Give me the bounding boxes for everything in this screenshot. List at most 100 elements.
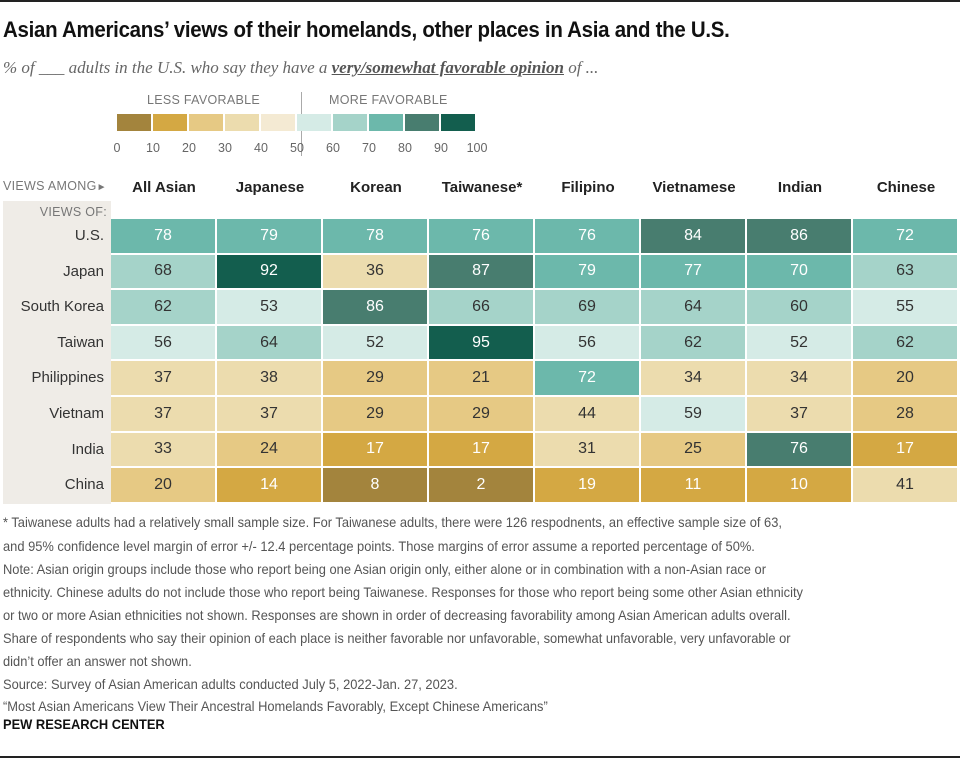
row-label: China	[64, 476, 104, 494]
row-label-panel	[3, 201, 111, 504]
heatmap-cell: 28	[853, 397, 959, 433]
heatmap-cell: 92	[217, 254, 323, 291]
legend-swatch	[297, 114, 331, 131]
footnote-line: Share of respondents who say their opini…	[3, 630, 791, 646]
heatmap-cell: 76	[429, 219, 535, 255]
footnote-line: ethnicity. Chinese adults do not include…	[3, 584, 803, 600]
footnote-line: * Taiwanese adults had a relatively smal…	[3, 514, 782, 530]
legend-tick-label: 90	[434, 141, 448, 155]
views-among-text: VIEWS AMONG	[3, 179, 97, 193]
heatmap-cell: 29	[323, 361, 429, 397]
footnote-line: Note: Asian origin groups include those …	[3, 561, 767, 577]
legend-swatch	[333, 114, 367, 131]
heatmap-cell: 59	[641, 397, 747, 433]
footnote-line: and 95% confidence level margin of error…	[3, 538, 755, 554]
column-header: Filipino	[561, 179, 615, 196]
row-label: Philippines	[31, 369, 104, 387]
bottom-rule	[0, 756, 960, 758]
legend-tick-label: 20	[182, 141, 196, 155]
legend-more-label: MORE FAVORABLE	[329, 93, 448, 107]
legend-tick-label: 10	[146, 141, 160, 155]
views-of-label: VIEWS OF:	[39, 205, 107, 219]
legend-swatch	[261, 114, 295, 131]
footnote-line: or two or more Asian ethnicities not sho…	[3, 607, 791, 623]
row-label: India	[71, 440, 104, 458]
legend-swatch	[225, 114, 259, 131]
heatmap-cell: 17	[429, 432, 535, 469]
chart-subtitle: % of ___ adults in the U.S. who say they…	[3, 58, 598, 78]
heatmap-cell: 95	[429, 325, 535, 362]
arrow-right-icon: ►	[96, 182, 107, 193]
heatmap-cell: 62	[853, 325, 959, 362]
legend-tick-label: 60	[326, 141, 340, 155]
heatmap-cell: 77	[641, 254, 747, 291]
footnote-line: Source: Survey of Asian American adults …	[3, 676, 458, 692]
heatmap-cell: 10	[747, 468, 853, 504]
heatmap-cell: 24	[217, 432, 323, 469]
heatmap-cell: 79	[217, 219, 323, 255]
heatmap-cell: 37	[111, 397, 217, 433]
heatmap-cell: 63	[853, 254, 959, 291]
heatmap-cell: 20	[111, 468, 217, 504]
heatmap-cell: 34	[747, 361, 853, 397]
subtitle-emphasis: very/somewhat favorable opinion	[331, 58, 564, 77]
legend-swatch	[117, 114, 151, 131]
heatmap-cell: 66	[429, 290, 535, 326]
column-header: Taiwanese*	[441, 179, 523, 196]
heatmap-cell: 37	[747, 397, 853, 433]
heatmap-cell: 17	[853, 432, 959, 469]
legend-tick-label: 0	[113, 141, 121, 155]
heatmap-cell: 70	[747, 254, 853, 291]
heatmap-cell: 72	[853, 219, 959, 255]
heatmap-cell: 79	[535, 254, 641, 291]
legend-swatch	[369, 114, 403, 131]
heatmap-cell: 37	[111, 361, 217, 397]
heatmap-cell: 84	[641, 219, 747, 255]
heatmap-cell: 31	[535, 432, 641, 469]
top-rule	[0, 0, 960, 2]
heatmap-cell: 14	[217, 468, 323, 504]
legend-tick-label: 80	[398, 141, 412, 155]
heatmap-cell: 8	[323, 468, 429, 504]
heatmap-cell: 68	[111, 254, 217, 291]
heatmap-cell: 72	[535, 361, 641, 397]
row-label: Vietnam	[49, 405, 104, 422]
heatmap-cell: 64	[217, 325, 323, 362]
heatmap-cell: 55	[853, 290, 959, 326]
row-label: U.S.	[74, 227, 104, 244]
legend-tick-label: 100	[466, 141, 488, 155]
views-among-label: VIEWS AMONG►	[3, 179, 107, 193]
subtitle-suffix: of ...	[563, 58, 599, 77]
heatmap-cell: 76	[747, 432, 853, 469]
heatmap-cell: 33	[111, 432, 217, 469]
footnote-line: didn’t offer an answer not shown.	[3, 653, 192, 669]
heatmap-cell: 34	[641, 361, 747, 397]
heatmap-cell: 78	[323, 219, 429, 255]
column-header: Chinese	[876, 179, 936, 196]
legend-swatch	[189, 114, 223, 131]
heatmap-cell: 86	[747, 219, 853, 255]
heatmap-cell: 36	[323, 254, 429, 291]
heatmap-cell: 64	[641, 290, 747, 326]
column-header: Vietnamese	[652, 179, 736, 196]
row-label: South Korea	[20, 298, 104, 316]
heatmap-cell: 38	[217, 361, 323, 397]
heatmap-cell: 20	[853, 361, 959, 397]
chart-title: Asian Americans’ views of their homeland…	[3, 17, 730, 42]
row-label: Japan	[63, 262, 104, 280]
legend-less-label: LESS FAVORABLE	[147, 93, 261, 107]
legend-swatch	[153, 114, 187, 131]
heatmap-cell: 17	[323, 432, 429, 469]
heatmap-cell: 44	[535, 397, 641, 433]
legend-tick-label: 30	[218, 141, 232, 155]
row-label: Taiwan	[57, 333, 104, 351]
column-header: Japanese	[235, 179, 305, 196]
heatmap-cell: 11	[641, 468, 747, 504]
heatmap-cell: 86	[323, 290, 429, 326]
heatmap-cell: 62	[111, 290, 217, 326]
heatmap-cell: 69	[535, 290, 641, 326]
heatmap-cell: 52	[747, 325, 853, 362]
heatmap-cell: 87	[429, 254, 535, 291]
heatmap-cell: 53	[217, 290, 323, 326]
heatmap-cell: 78	[111, 219, 217, 255]
